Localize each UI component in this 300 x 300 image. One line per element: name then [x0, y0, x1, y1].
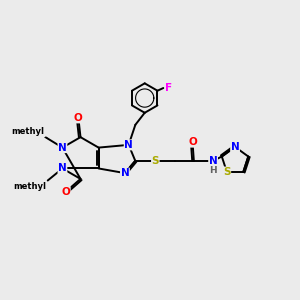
Text: O: O — [61, 187, 70, 197]
Text: methyl: methyl — [38, 134, 44, 135]
Text: methyl: methyl — [44, 137, 48, 138]
Text: S: S — [223, 167, 231, 177]
Text: N: N — [121, 168, 129, 178]
Text: O: O — [188, 137, 197, 147]
Text: O: O — [74, 113, 83, 123]
Text: S: S — [152, 156, 159, 166]
Text: F: F — [165, 83, 172, 93]
Text: N: N — [231, 142, 239, 152]
Text: H: H — [209, 167, 217, 176]
Text: methyl: methyl — [14, 182, 46, 191]
Text: N: N — [58, 164, 67, 173]
Text: N: N — [124, 140, 133, 150]
Text: N: N — [209, 156, 218, 166]
Text: methyl: methyl — [11, 127, 44, 136]
Text: N: N — [58, 142, 67, 153]
